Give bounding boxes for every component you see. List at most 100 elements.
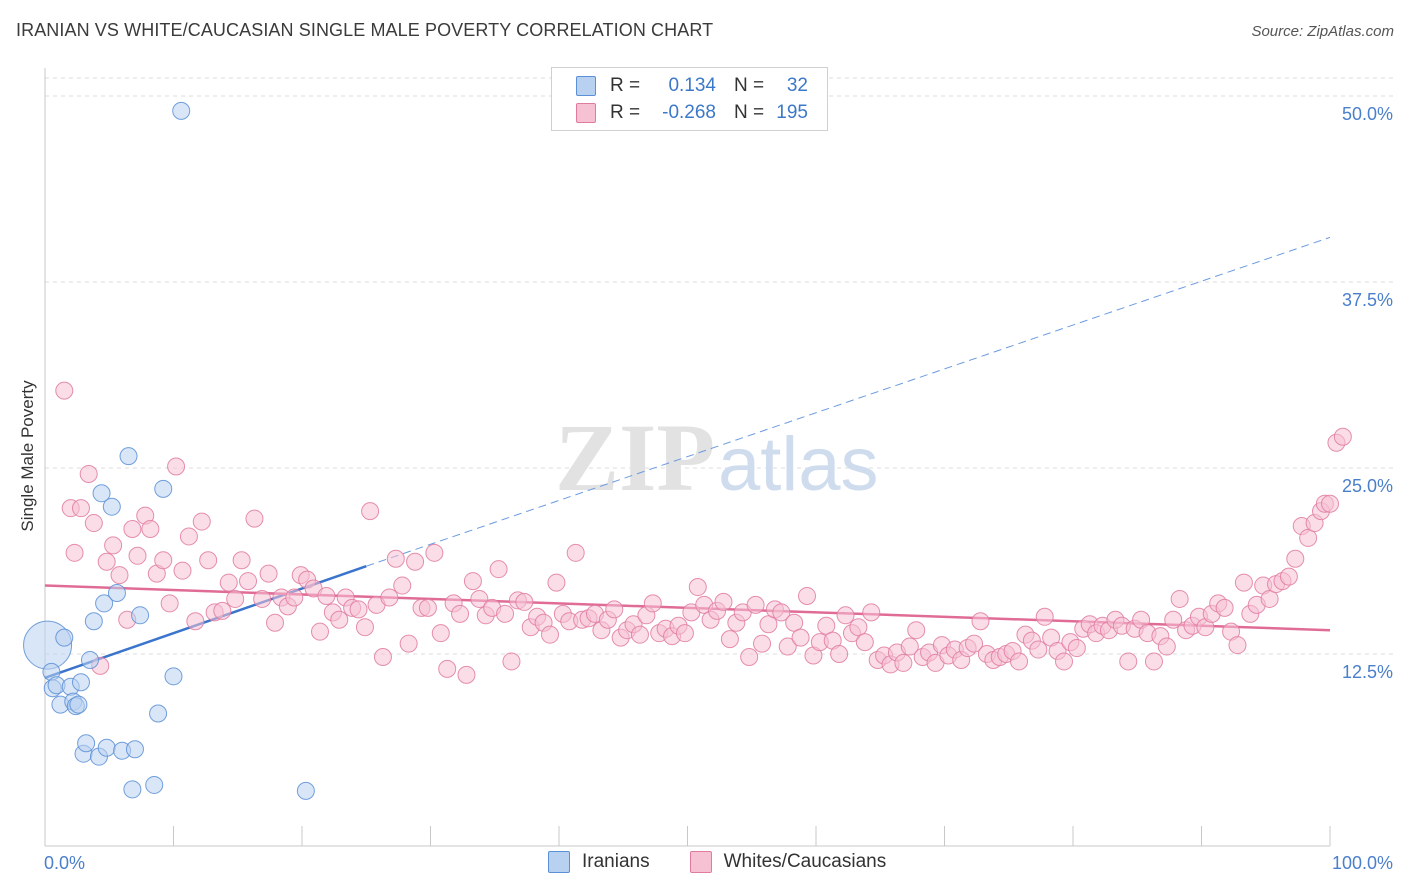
point-whites [1299,528,1318,547]
point-whites [759,615,778,634]
point-whites [65,543,84,562]
point-whites [399,634,418,653]
point-whites [457,665,476,684]
point-whites [1286,549,1305,568]
y-tick-label: 12.5% [1342,662,1393,682]
point-whites [349,600,368,619]
point-whites [817,616,836,635]
grid-lines [45,77,1395,655]
point-whites [253,589,272,608]
point-whites [160,594,179,613]
point-iranians [71,673,90,692]
point-whites [605,600,624,619]
source-label: Source: ZipAtlas.com [1251,23,1394,40]
point-whites [192,512,211,531]
point-iranians [164,667,183,686]
point-whites [1170,589,1189,608]
point-whites [849,618,868,637]
point-whites [55,381,74,400]
point-iranians [107,583,126,602]
point-whites [71,499,90,518]
point-whites [128,546,147,565]
point-whites [285,588,304,607]
point-whites [1144,652,1163,671]
y-tick-label: 37.5% [1342,290,1393,310]
point-whites [245,509,264,528]
point-whites [541,625,560,644]
point-whites [1215,598,1234,617]
point-whites [463,572,482,591]
watermark: ZIP atlas [555,404,879,511]
point-whites [97,552,116,571]
point-iranians [69,695,88,714]
tick-labels: 12.5% 25.0% 37.5% 50.0% 0.0% 100.0% [44,104,1393,873]
point-iranians [77,734,96,753]
axes [44,68,1331,847]
point-whites [123,520,142,539]
legend-item-whites[interactable]: Whites/Caucasians [689,851,886,873]
point-whites [1234,573,1253,592]
point-whites [778,637,797,656]
point-iranians [80,650,99,669]
point-whites [330,610,349,629]
data-points [23,101,1352,800]
point-whites [1010,652,1029,671]
point-whites [186,612,205,631]
point-whites [317,586,336,605]
point-whites [167,457,186,476]
legend-r-label: R = [610,75,641,96]
point-whites [688,578,707,597]
point-whites [1279,567,1298,586]
point-whites [547,573,566,592]
x-tick-label: 0.0% [44,853,85,873]
point-whites [965,634,984,653]
point-iranians [92,484,111,503]
point-whites [451,604,470,623]
point-whites [418,598,437,617]
point-whites [1035,607,1054,626]
point-whites [380,588,399,607]
point-whites [406,552,425,571]
point-whites [675,624,694,643]
point-whites [84,514,103,533]
point-whites [740,647,759,666]
point-iranians [131,606,150,625]
point-iranians [55,628,74,647]
point-whites [791,628,810,647]
point-whites [1067,639,1086,658]
legend-item-iranians[interactable]: Iranians [548,851,650,873]
point-iranians [125,740,144,759]
point-whites [219,573,238,592]
point-whites [1260,589,1279,608]
point-whites [1228,636,1247,655]
point-iranians [102,497,121,516]
point-iranians [154,479,173,498]
legend-n-label: N = [734,102,765,123]
legend-r-label: R = [610,102,641,123]
legend-n-value: 195 [776,102,808,123]
point-whites [438,659,457,678]
point-whites [213,601,232,620]
point-whites [361,502,380,521]
legend-swatch-iranians [576,76,596,96]
point-whites [355,618,374,637]
series-legend: Iranians Whites/Caucasians [548,851,926,873]
point-whites [746,595,765,614]
trend-line-iranians-extended [366,236,1331,567]
legend-label-iranians: Iranians [582,851,650,872]
point-whites [720,630,739,649]
point-whites [785,613,804,632]
point-iranians [123,780,142,799]
y-tick-label: 25.0% [1342,476,1393,496]
point-whites [154,551,173,570]
legend-n-value: 32 [786,75,808,96]
point-whites [862,603,881,622]
watermark-zip: ZIP [555,404,715,511]
legend-r-value: -0.268 [662,102,716,123]
point-whites [753,634,772,653]
point-iranians [84,612,103,631]
point-whites [373,647,392,666]
point-iranians [119,447,138,466]
point-iranians [149,704,168,723]
